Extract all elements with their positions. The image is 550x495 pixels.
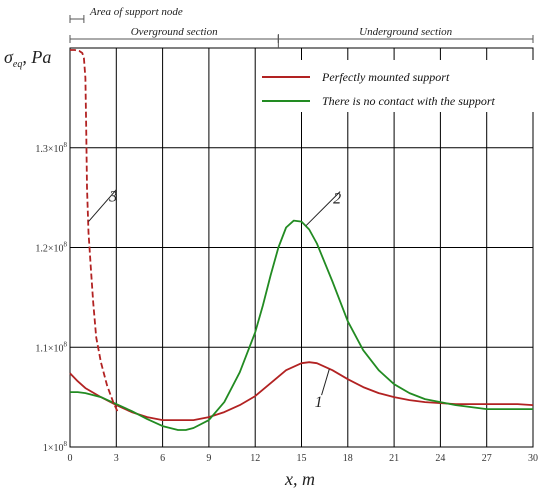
section-label: Area of support node: [89, 6, 183, 18]
x-tick-label: 9: [206, 453, 211, 464]
y-tick-label: 1.1×108: [35, 340, 67, 354]
legend-box: [256, 60, 534, 112]
x-tick-label: 15: [297, 453, 307, 464]
x-tick-label: 18: [343, 453, 353, 464]
x-tick-label: 6: [160, 453, 165, 464]
series: [69, 49, 534, 431]
section-annotations: Area of support node Overground section Un…: [69, 6, 534, 48]
series-no-contact: [70, 219, 533, 431]
curve-number-label: 1: [315, 394, 323, 411]
x-tick-label: 12: [250, 453, 260, 464]
section-label: Overground section: [131, 26, 218, 38]
grid: [69, 47, 534, 448]
curve-label-leader: [305, 191, 341, 226]
y-tick-label: 1×108: [43, 440, 68, 454]
section-label: Underground section: [359, 26, 452, 38]
x-tick-label: 30: [528, 453, 538, 464]
x-tick-label: 0: [68, 453, 73, 464]
x-tick-label: 27: [482, 453, 492, 464]
curve-label-leader: [321, 369, 330, 396]
series-curve-3: [70, 49, 119, 413]
curve-number-label: 2: [333, 191, 341, 208]
x-tick-label: 3: [114, 453, 119, 464]
curve-label-leader: [88, 189, 117, 222]
x-tick-label: 24: [435, 453, 445, 464]
x-axis-label: x, m: [284, 469, 315, 489]
tick-labels: 0 3 6 9 12 15 18 21 24 27 301×1081.1×1081.2×1081.3…: [35, 141, 538, 464]
y-tick-label: 1.2×108: [35, 241, 67, 255]
legend-label-no-contact: There is no contact with the support: [322, 94, 496, 108]
curve-labels: 1 2 3: [88, 189, 341, 411]
curve-number-label: 3: [108, 189, 117, 206]
y-tick-label: 1.3×108: [35, 141, 67, 155]
x-tick-label: 21: [389, 453, 399, 464]
y-axis-label: σeq, Pa: [4, 47, 51, 70]
legend-label-perfect: Perfectly mounted support: [321, 70, 450, 84]
